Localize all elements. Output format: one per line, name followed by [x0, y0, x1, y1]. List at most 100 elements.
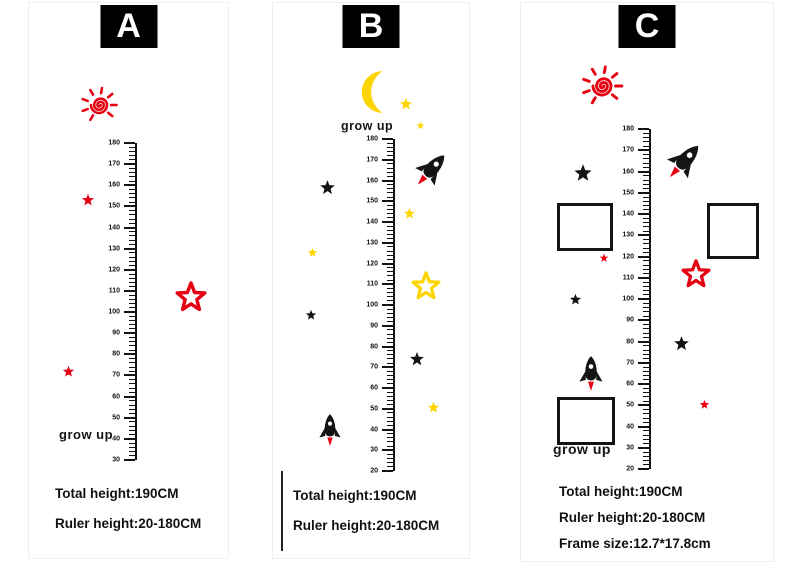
ruler-tick [387, 375, 393, 377]
ruler-tick [387, 445, 393, 447]
star-icon [175, 281, 207, 312]
ruler-number: 120 [366, 260, 378, 267]
ruler-tick [387, 229, 393, 231]
ruler-tick [129, 188, 135, 190]
ruler-number: 180 [108, 139, 120, 147]
ruler-tick [129, 446, 135, 448]
ruler-tick [643, 281, 649, 283]
caption-block: Total height:190CM Ruler height:20-180CM… [559, 479, 711, 557]
ruler-tick [124, 437, 135, 440]
ruler-tick [643, 158, 649, 160]
ruler-tick [129, 391, 135, 393]
ruler-tick [129, 273, 135, 275]
ruler-tick [129, 218, 135, 220]
ruler-tick [387, 337, 393, 339]
caption-ruler-height: Ruler height:20-180CM [293, 518, 440, 533]
star-icon [307, 247, 318, 257]
ruler-tick [643, 311, 649, 313]
sun-icon [81, 86, 118, 122]
ruler-tick [638, 128, 649, 130]
ruler-tick [643, 183, 649, 185]
ruler-tick [643, 230, 649, 232]
star-icon [574, 164, 592, 181]
ruler-tick [643, 285, 649, 287]
ruler-tick [387, 279, 393, 281]
ruler-tick [387, 238, 393, 240]
ruler-tick [643, 464, 649, 466]
ruler-number: 170 [108, 160, 120, 168]
star-icon [81, 193, 95, 206]
ruler-tick [643, 166, 649, 168]
ruler-tick [129, 235, 135, 237]
ruler-tick [129, 193, 135, 195]
ruler-number: 20 [370, 467, 378, 475]
panel-a-letter: A [116, 7, 141, 45]
star-icon [599, 253, 609, 262]
ruler-tick [643, 324, 649, 325]
ruler-tick [643, 179, 649, 181]
ruler-tick [638, 468, 649, 470]
ruler-tick [129, 239, 135, 241]
ruler-tick [129, 172, 135, 174]
ruler-tick [387, 217, 393, 219]
caption-total-height: Total height:190CM [559, 484, 683, 499]
ruler-tick [129, 307, 135, 309]
ruler-tick [387, 192, 393, 194]
ruler-tick [638, 276, 649, 279]
ruler-tick [382, 200, 393, 203]
ruler-tick [382, 324, 393, 327]
ruler-tick [643, 209, 649, 211]
ruler-tick [643, 336, 649, 338]
ruler-tick [387, 370, 393, 372]
ruler-tick [129, 197, 135, 199]
ruler-number: 160 [366, 177, 378, 184]
ruler-tick [129, 341, 135, 343]
ruler-tick [124, 268, 135, 271]
ruler-tick [387, 395, 393, 397]
ruler-tick [643, 137, 649, 138]
ruler-number: 150 [622, 189, 634, 197]
ruler-tick [124, 374, 135, 377]
caption-frame-size: Frame size:12.7*17.8cm [559, 536, 711, 551]
ruler-tick [382, 449, 393, 452]
ruler-tick [382, 138, 393, 140]
ruler-tick [387, 155, 393, 157]
ruler-tick [643, 200, 649, 202]
ruler-tick [643, 217, 649, 219]
ruler-tick [124, 311, 135, 314]
star-icon [699, 399, 710, 409]
ruler-tick [643, 387, 649, 389]
ruler-number: 60 [626, 380, 634, 388]
ruler-tick [129, 281, 135, 283]
ruler-tick [643, 260, 649, 262]
ruler-tick [387, 254, 393, 256]
ruler-tick [124, 395, 135, 398]
ruler-tick [643, 358, 649, 359]
ruler-tick [129, 315, 135, 317]
panel-b: B grow up 180 170 160 150 140 130 120 110 100 90 8… [272, 2, 470, 559]
ruler-tick [643, 413, 649, 415]
ruler-tick [129, 294, 135, 296]
ruler-tick [643, 434, 649, 436]
ruler-tick [643, 290, 649, 291]
moon-icon [361, 71, 383, 113]
ruler-tick [129, 231, 135, 233]
ruler-tick [387, 184, 393, 186]
star-icon [674, 336, 689, 351]
ruler-tick [382, 470, 393, 472]
ruler-tick [643, 409, 649, 410]
ruler-tick [387, 316, 393, 318]
ruler-tick [643, 438, 649, 440]
ruler-number: 40 [112, 435, 120, 443]
ruler-tick [643, 273, 649, 274]
ruler-tick [129, 324, 135, 326]
ruler-tick [129, 265, 135, 267]
ruler-number: 110 [622, 274, 634, 282]
ruler-tick [638, 425, 649, 428]
ruler-tick [643, 366, 649, 368]
ruler-tick [387, 333, 393, 335]
ruler-tick [124, 205, 135, 208]
ruler-tick [643, 239, 649, 240]
ruler-tick [387, 146, 393, 148]
ruler-number: 130 [108, 245, 120, 253]
